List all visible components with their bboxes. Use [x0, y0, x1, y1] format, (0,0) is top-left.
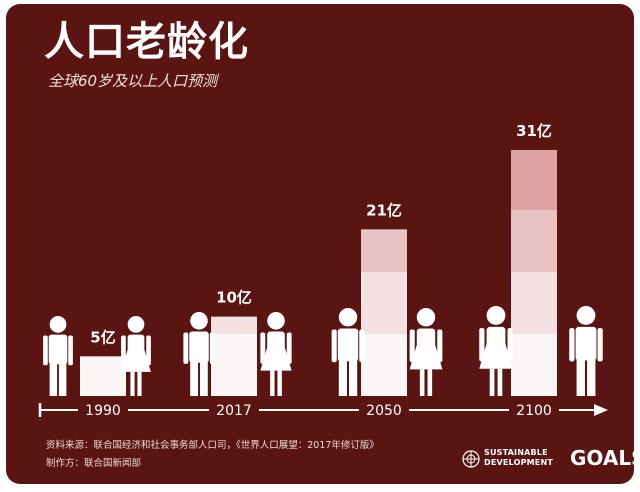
- year-label-bg-2017: [209, 401, 259, 419]
- person-icon-right-2100: [569, 306, 603, 396]
- year-label-bg-2100: [509, 401, 559, 419]
- chart-subtitle: 全球60岁及以上人口预测: [48, 72, 218, 90]
- bar-2050-segment-1: [361, 334, 407, 396]
- value-label-2100: 31亿: [516, 122, 552, 140]
- bar-2050-segment-2: [361, 272, 407, 334]
- person-icon-left-2017: [183, 312, 215, 396]
- person-icon-left-1990: [43, 316, 73, 396]
- bar-2100-segment-4: [511, 150, 557, 210]
- person-icon-right-2050: [409, 308, 443, 396]
- sdg-logo-line1: SUSTAINABLE: [484, 448, 548, 457]
- year-label-2017: 2017: [216, 403, 252, 419]
- timeline-arrow-icon: [594, 404, 608, 416]
- infographic-card: 人口老龄化 全球60岁及以上人口预测 5亿 1990 10亿 2017 21亿 2050 3…: [6, 4, 634, 484]
- source-note: 资料来源：联合国经济和社会事务部人口司，《世界人口展望：2017年修订版》: [46, 440, 379, 451]
- year-label-bg-2050: [359, 401, 409, 419]
- bar-chart: 5亿 1990 10亿 2017 21亿 2050 31亿 2100: [38, 122, 608, 419]
- person-icon-left-2050: [331, 308, 365, 396]
- bar-2017-segment-1: [211, 334, 257, 396]
- bar-2100-segment-2: [511, 272, 557, 334]
- value-label-2017: 10亿: [216, 289, 252, 307]
- value-label-2050: 21亿: [366, 201, 402, 219]
- year-label-2050: 2050: [366, 403, 402, 419]
- bar-2017-segment-2: [211, 316, 257, 334]
- sdg-logo-goals: GOALS: [570, 446, 634, 470]
- bar-2100-segment-1: [511, 334, 557, 396]
- year-label-bg-1990: [78, 401, 128, 419]
- producer-note: 制作方：联合国新闻部: [46, 458, 142, 469]
- sdg-logo-line2: DEVELOPMENT: [484, 458, 554, 467]
- bar-1990-segment-1: [80, 356, 126, 396]
- chart-title: 人口老龄化: [44, 19, 249, 65]
- value-label-1990: 5亿: [90, 328, 115, 346]
- sdg-logo: SUSTAINABLE DEVELOPMENT GOALS: [462, 446, 634, 472]
- person-icon-right-1990: [121, 316, 151, 396]
- person-icon-right-2017: [260, 312, 292, 396]
- year-label-1990: 1990: [85, 403, 121, 419]
- person-icon-left-2100: [479, 306, 513, 396]
- bar-2100-segment-3: [511, 210, 557, 272]
- bar-2050-segment-3: [361, 229, 407, 272]
- year-label-2100: 2100: [516, 403, 552, 419]
- un-globe-icon: [462, 450, 480, 468]
